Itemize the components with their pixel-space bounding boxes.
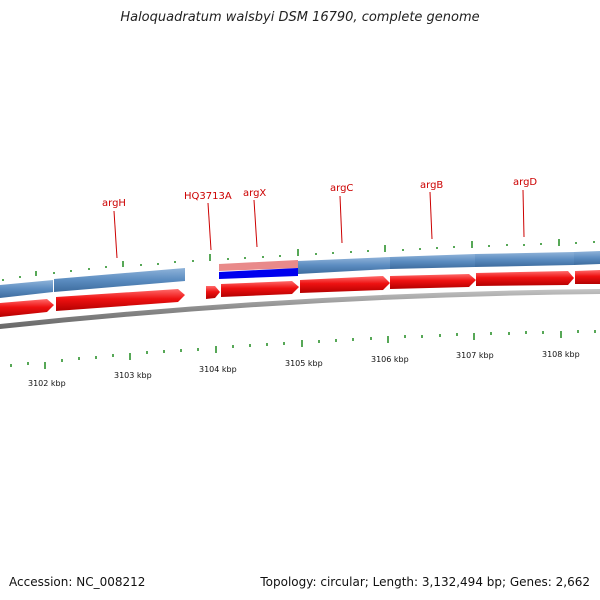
- gene-label-argB[interactable]: argB: [420, 180, 443, 191]
- kbp-label: 3106 kbp: [371, 355, 409, 364]
- cds-arrow[interactable]: [390, 274, 476, 289]
- gene-leader-HQ3713A: [207, 202, 212, 251]
- kbp-label: 3107 kbp: [456, 351, 494, 360]
- gene-leader-argC: [339, 195, 343, 244]
- cds-forward-segment[interactable]: [475, 252, 574, 267]
- genome-backbone: [0, 289, 600, 329]
- cds-arrow[interactable]: [56, 289, 185, 311]
- kbp-label: 3108 kbp: [542, 350, 580, 359]
- accession-text: Accession: NC_008212: [9, 575, 146, 589]
- gene-label-argH[interactable]: argH: [102, 198, 126, 209]
- gene-labels: argH HQ3713A argX argC argB argD: [102, 177, 537, 209]
- gene-leader-argB: [429, 191, 433, 240]
- cds-arrow[interactable]: [300, 276, 390, 293]
- cds-forward-segment[interactable]: [54, 268, 185, 292]
- gene-label-argD[interactable]: argD: [513, 177, 537, 188]
- gene-leader-argD: [522, 189, 525, 238]
- cds-arrow[interactable]: [221, 281, 299, 297]
- kbp-label: 3102 kbp: [28, 379, 66, 388]
- cds-forward-segment[interactable]: [298, 257, 390, 274]
- rna-feature-blue[interactable]: [219, 268, 298, 279]
- cds-arrow[interactable]: [0, 299, 54, 317]
- cds-forward-segment[interactable]: [574, 251, 600, 265]
- cds-arrow[interactable]: [206, 286, 220, 299]
- rna-feature-pink[interactable]: [219, 260, 298, 271]
- kbp-label: 3105 kbp: [285, 359, 323, 368]
- cds-arrow[interactable]: [476, 271, 574, 286]
- genome-title: Haloquadratum walsbyi DSM 16790, complet…: [120, 10, 480, 25]
- cds-forward-segment[interactable]: [0, 280, 53, 298]
- gene-leader-argX: [253, 199, 258, 248]
- gene-leaders: [113, 189, 525, 259]
- kbp-label: 3103 kbp: [114, 371, 152, 380]
- cds-arrow[interactable]: [575, 270, 600, 284]
- gene-leader-argH: [113, 210, 118, 259]
- upper-tick-row: [2, 239, 595, 281]
- kbp-label: 3104 kbp: [199, 365, 237, 374]
- gene-label-argX[interactable]: argX: [243, 188, 266, 199]
- gene-label-argC[interactable]: argC: [330, 183, 353, 194]
- genome-summary-text: Topology: circular; Length: 3,132,494 bp…: [260, 575, 590, 589]
- scale-labels: 3102 kbp 3103 kbp 3104 kbp 3105 kbp 3106…: [28, 350, 580, 388]
- cds-forward-segment[interactable]: [390, 254, 475, 269]
- gene-label-HQ3713A[interactable]: HQ3713A: [184, 191, 232, 202]
- scale-tick-row: [10, 330, 596, 369]
